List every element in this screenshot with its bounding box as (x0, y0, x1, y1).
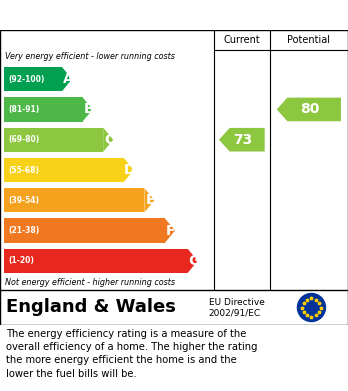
Text: Very energy efficient - lower running costs: Very energy efficient - lower running co… (5, 52, 175, 61)
Text: F: F (166, 224, 176, 238)
Text: (55-68): (55-68) (8, 165, 39, 174)
Text: B: B (83, 102, 94, 117)
Text: Current: Current (223, 35, 260, 45)
Polygon shape (144, 188, 155, 212)
Bar (4, 219, 165, 243)
Text: The energy efficiency rating is a measure of the
overall efficiency of a home. T: The energy efficiency rating is a measur… (6, 329, 258, 378)
Text: C: C (104, 133, 114, 147)
Text: EU Directive
2002/91/EC: EU Directive 2002/91/EC (209, 298, 265, 317)
Bar (4, 158, 124, 182)
Text: England & Wales: England & Wales (6, 298, 176, 316)
Bar (4, 67, 62, 91)
Text: E: E (146, 193, 155, 207)
Polygon shape (103, 127, 113, 152)
Polygon shape (188, 249, 198, 273)
Bar (4, 97, 82, 122)
Bar (4, 127, 103, 152)
Text: Potential: Potential (287, 35, 330, 45)
Text: 73: 73 (233, 133, 253, 147)
Text: (39-54): (39-54) (8, 196, 39, 205)
Text: Energy Efficiency Rating: Energy Efficiency Rating (10, 7, 212, 23)
Text: Not energy efficient - higher running costs: Not energy efficient - higher running co… (5, 278, 175, 287)
Polygon shape (165, 219, 175, 243)
Polygon shape (124, 158, 134, 182)
Bar (4, 249, 188, 273)
Polygon shape (82, 97, 93, 122)
Polygon shape (62, 67, 72, 91)
Text: 80: 80 (300, 102, 319, 117)
Text: A: A (63, 72, 73, 86)
Circle shape (298, 294, 325, 321)
Text: (92-100): (92-100) (8, 75, 45, 84)
Text: G: G (188, 254, 199, 268)
Polygon shape (219, 128, 265, 152)
Bar (4, 188, 144, 212)
Text: (81-91): (81-91) (8, 105, 39, 114)
Text: (69-80): (69-80) (8, 135, 39, 144)
Text: (1-20): (1-20) (8, 256, 34, 265)
Text: (21-38): (21-38) (8, 226, 39, 235)
Polygon shape (277, 98, 341, 121)
Text: D: D (124, 163, 135, 177)
